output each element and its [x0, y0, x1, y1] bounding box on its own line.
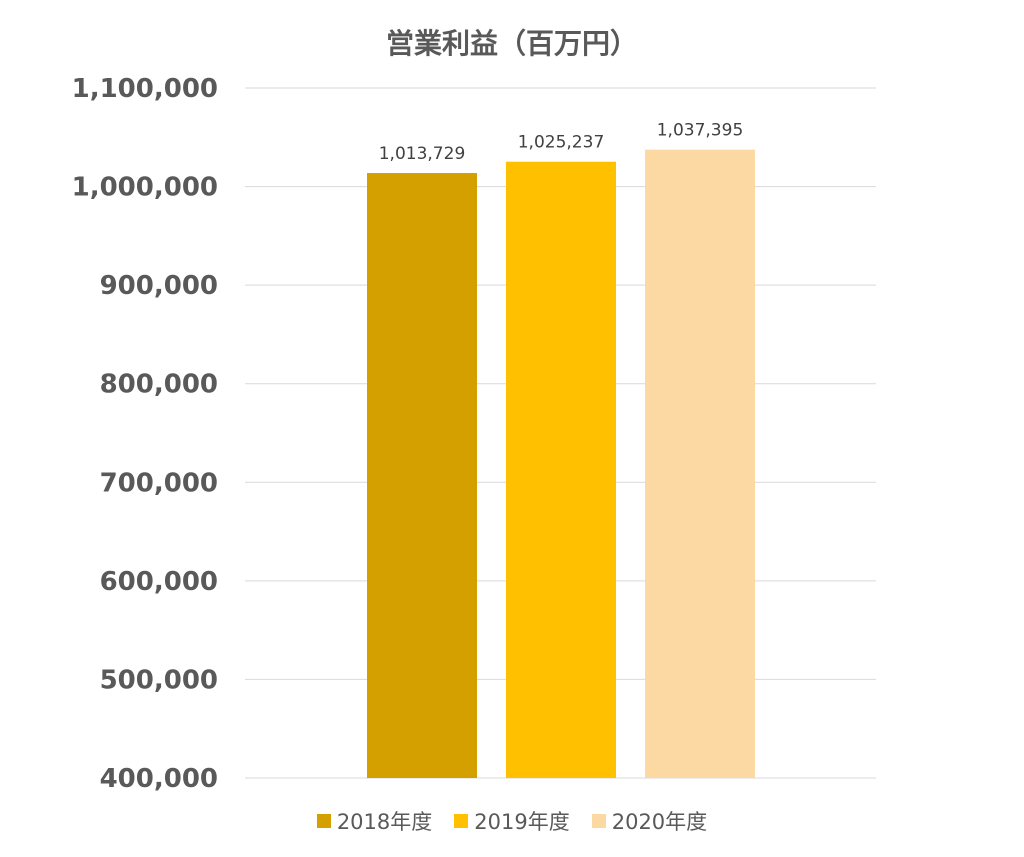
data-label: 1,037,395: [657, 121, 744, 141]
y-tick-label: 400,000: [100, 764, 218, 794]
y-tick-label: 600,000: [100, 567, 218, 597]
legend-item: 2018年度: [316, 806, 433, 836]
data-label: 1,025,237: [518, 133, 605, 153]
y-tick-label: 500,000: [100, 665, 218, 695]
legend-label: 2018年度: [336, 810, 433, 834]
legend-swatch: [591, 814, 606, 828]
legend-item: 2019年度: [454, 806, 570, 836]
y-tick-label: 700,000: [100, 468, 218, 498]
bar: [506, 161, 616, 779]
y-tick-label: 1,000,000: [72, 173, 218, 203]
chart-title: 営業利益（百万円）: [385, 27, 638, 60]
chart-legend: 2018年度 2019年度 2020年度: [0, 806, 1024, 836]
y-tick-label: 900,000: [100, 271, 218, 301]
bar: [645, 149, 755, 779]
legend-label: 2019年度: [474, 810, 570, 834]
y-tick-label: 800,000: [100, 370, 218, 400]
legend-label: 2020年度: [611, 810, 708, 834]
y-tick-label: 1,100,000: [72, 74, 218, 104]
legend-swatch: [316, 814, 331, 828]
legend-swatch: [454, 814, 469, 828]
legend-item: 2020年度: [591, 806, 708, 836]
bar: [367, 173, 477, 778]
data-label: 1,013,729: [379, 144, 466, 164]
